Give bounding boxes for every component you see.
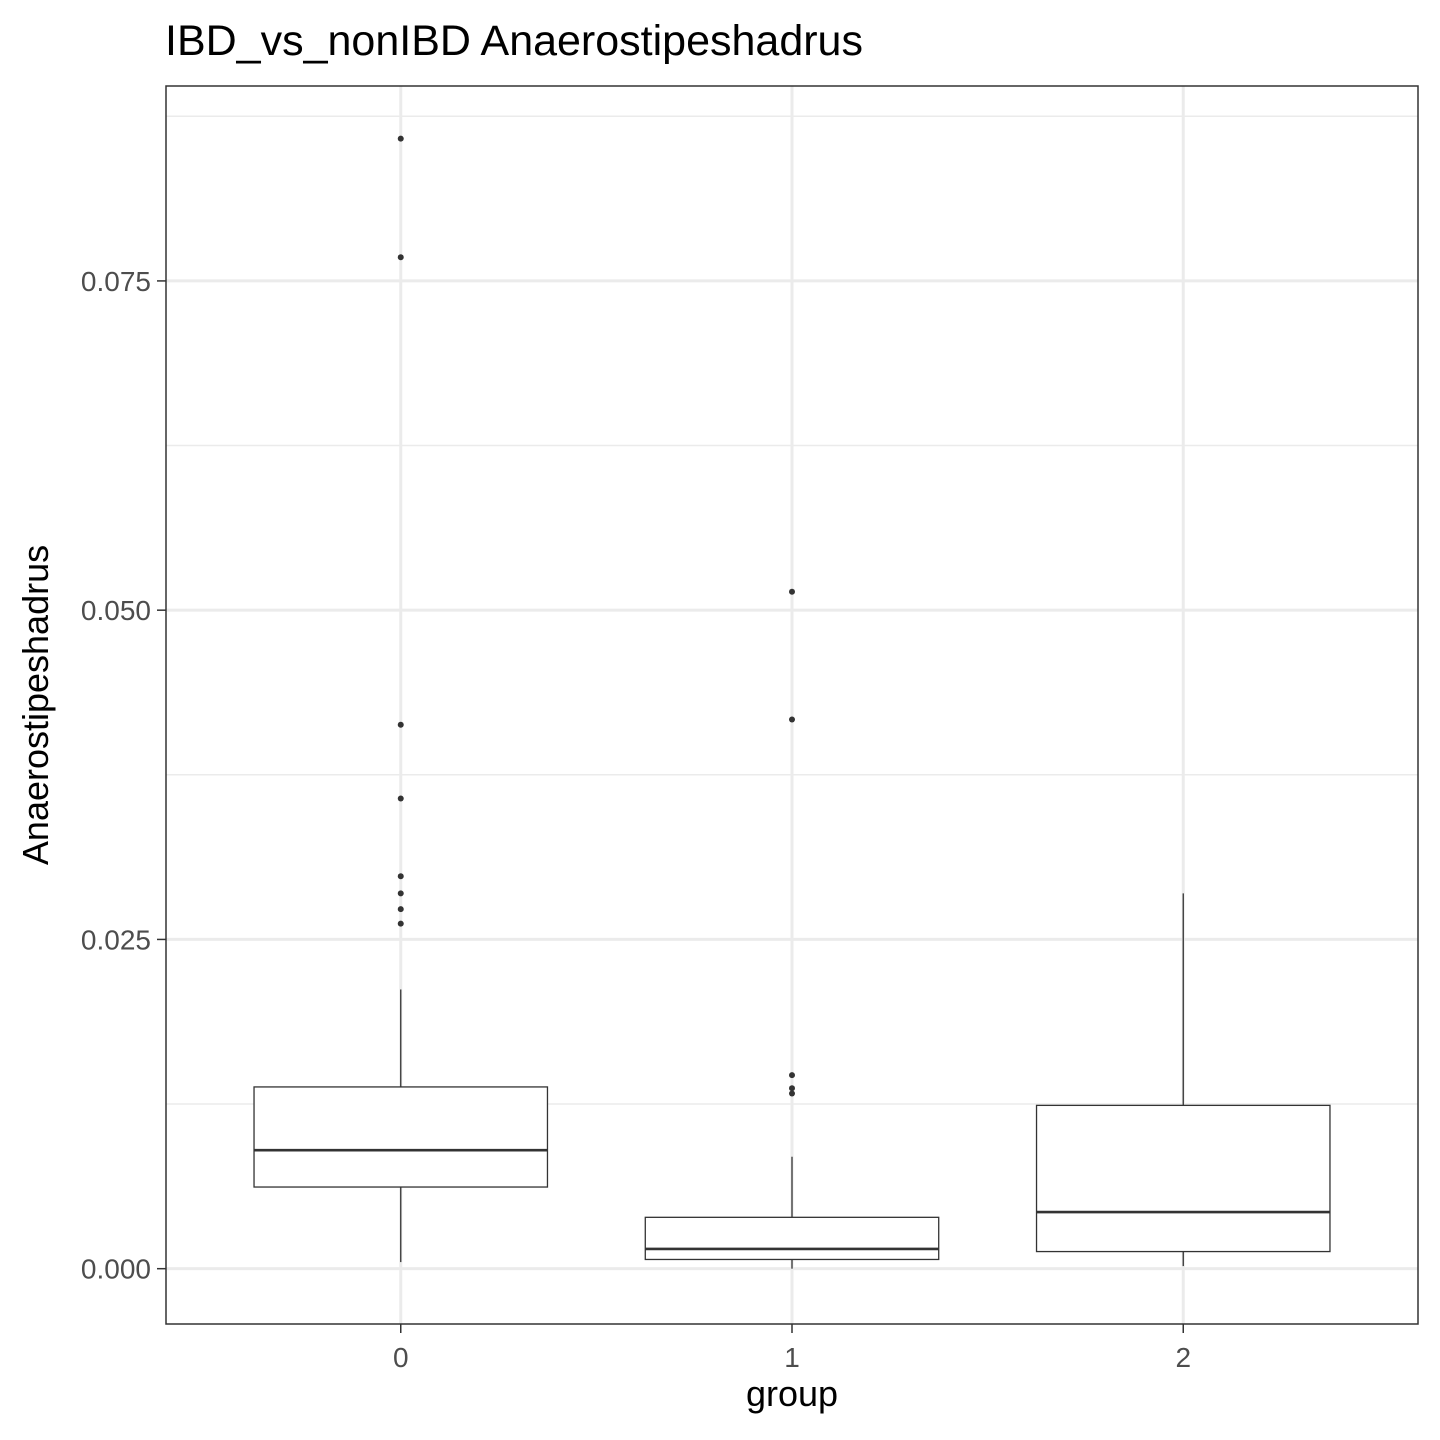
- box: [1035, 1104, 1331, 1253]
- axes: 0.000 0.025 0.050 0.075 0 1 2: [81, 266, 1191, 1373]
- y-axis-title: Anaerostipeshadrus: [15, 545, 56, 865]
- outlier-point: [789, 1090, 795, 1097]
- outlier-point: [789, 1085, 795, 1092]
- outlier-point: [397, 795, 404, 802]
- outlier-point: [397, 254, 404, 261]
- chart-title: IBD_vs_nonIBD Anaerostipeshadrus: [165, 17, 863, 65]
- box: [644, 1216, 940, 1261]
- outlier-point: [397, 906, 404, 913]
- outlier-point: [397, 920, 404, 927]
- boxes: [253, 135, 1331, 1269]
- outlier-point: [397, 873, 404, 880]
- box: [253, 1086, 549, 1188]
- y-tick-label: 0.025: [81, 924, 151, 955]
- y-tick-label: 0.050: [81, 595, 151, 626]
- outlier-point: [397, 721, 404, 728]
- outlier-point: [397, 890, 404, 897]
- x-tick-label: 2: [1175, 1342, 1191, 1373]
- x-tick-label: 1: [784, 1342, 800, 1373]
- x-tick-label: 0: [393, 1342, 409, 1373]
- outlier-point: [789, 1072, 795, 1079]
- outlier-point: [789, 588, 795, 595]
- y-tick-label: 0.075: [81, 266, 151, 297]
- outlier-point: [397, 135, 404, 142]
- y-tick-label: 0.000: [81, 1254, 151, 1285]
- x-axis-title: group: [746, 1373, 838, 1414]
- outlier-point: [789, 716, 795, 723]
